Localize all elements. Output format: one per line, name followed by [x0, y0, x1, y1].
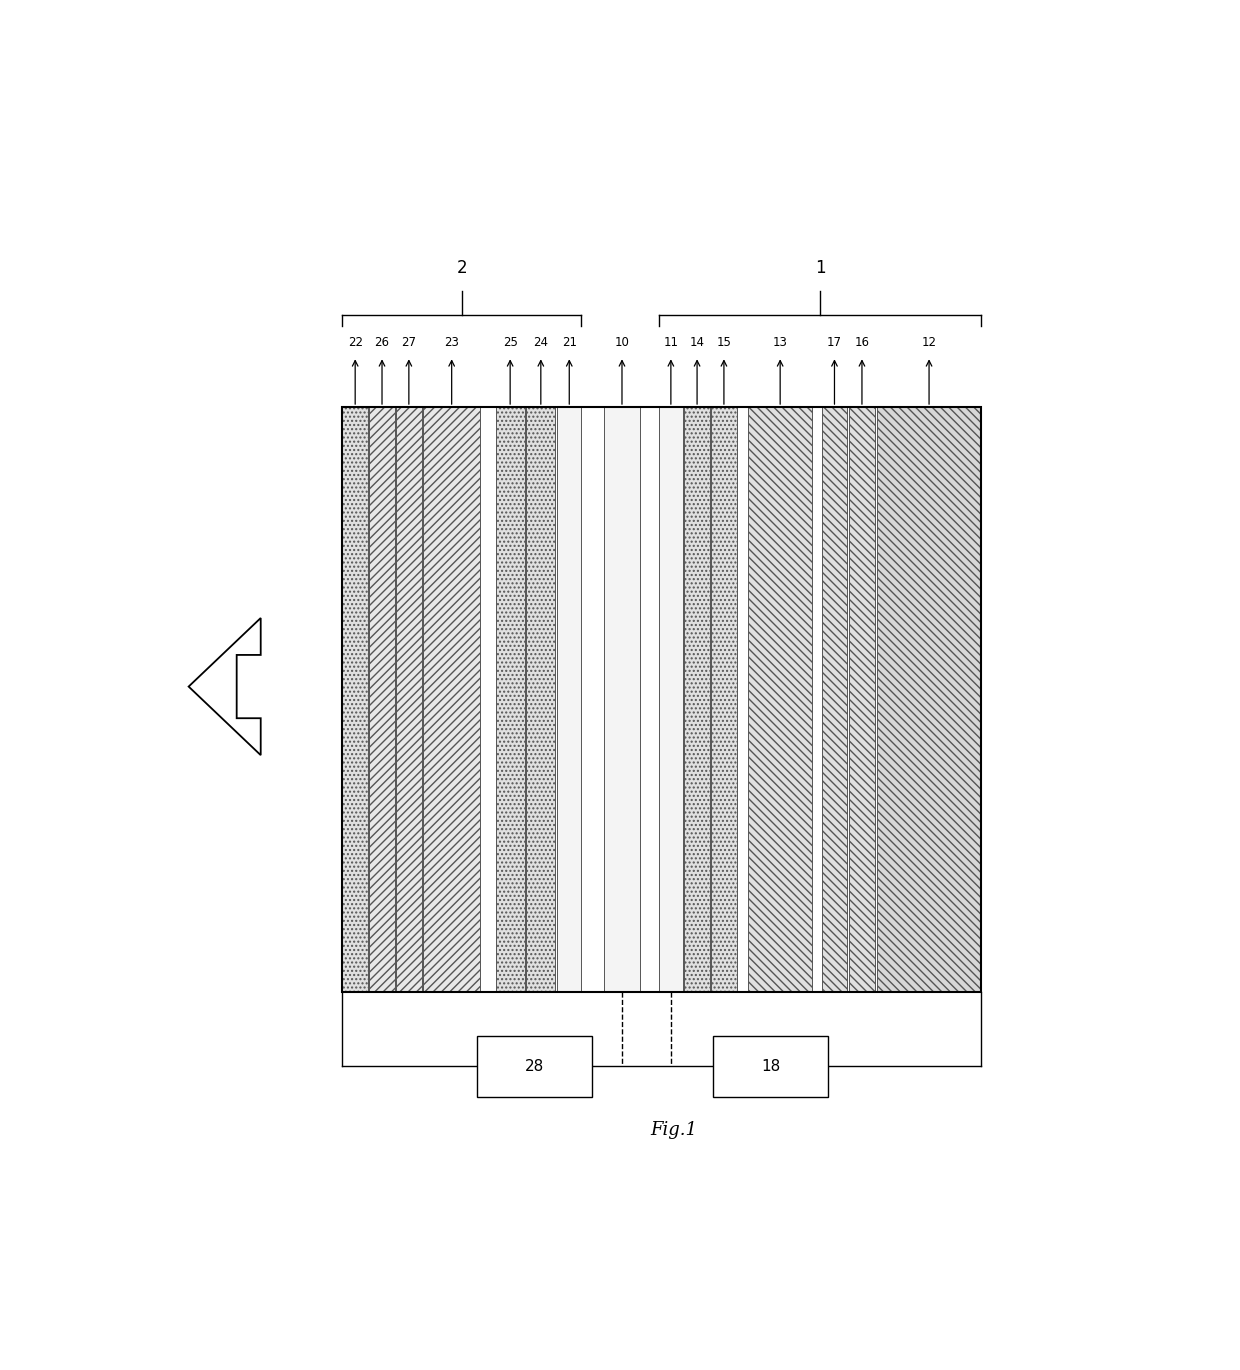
Text: 13: 13	[773, 336, 787, 349]
Bar	[557, 407, 582, 992]
Bar	[370, 407, 394, 992]
Text: Fig.1: Fig.1	[651, 1121, 697, 1138]
Bar	[604, 407, 640, 992]
Text: 1: 1	[815, 259, 826, 277]
Text: 11: 11	[663, 336, 678, 349]
Bar	[713, 1036, 828, 1097]
Bar	[684, 407, 709, 992]
Text: 16: 16	[854, 336, 869, 349]
Text: 28: 28	[525, 1059, 543, 1074]
Text: 2: 2	[456, 259, 467, 277]
Text: 21: 21	[562, 336, 577, 349]
Text: 25: 25	[502, 336, 517, 349]
Bar	[711, 407, 737, 992]
Text: 10: 10	[615, 336, 630, 349]
Bar	[822, 407, 847, 992]
Text: 18: 18	[761, 1059, 780, 1074]
Text: 23: 23	[444, 336, 459, 349]
Bar	[476, 1036, 591, 1097]
Text: 17: 17	[827, 336, 842, 349]
Text: 15: 15	[717, 336, 732, 349]
Bar	[342, 407, 368, 992]
Bar	[527, 407, 556, 992]
Bar	[877, 407, 982, 992]
Polygon shape	[188, 618, 260, 755]
Bar	[496, 407, 525, 992]
Bar	[849, 407, 874, 992]
Text: 12: 12	[921, 336, 936, 349]
Text: 26: 26	[374, 336, 389, 349]
Text: 27: 27	[402, 336, 417, 349]
Bar	[396, 407, 422, 992]
Bar	[423, 407, 480, 992]
Bar	[748, 407, 812, 992]
Text: 14: 14	[689, 336, 704, 349]
Bar	[658, 407, 683, 992]
Text: 22: 22	[347, 336, 362, 349]
Bar	[342, 407, 982, 992]
Text: 24: 24	[533, 336, 548, 349]
